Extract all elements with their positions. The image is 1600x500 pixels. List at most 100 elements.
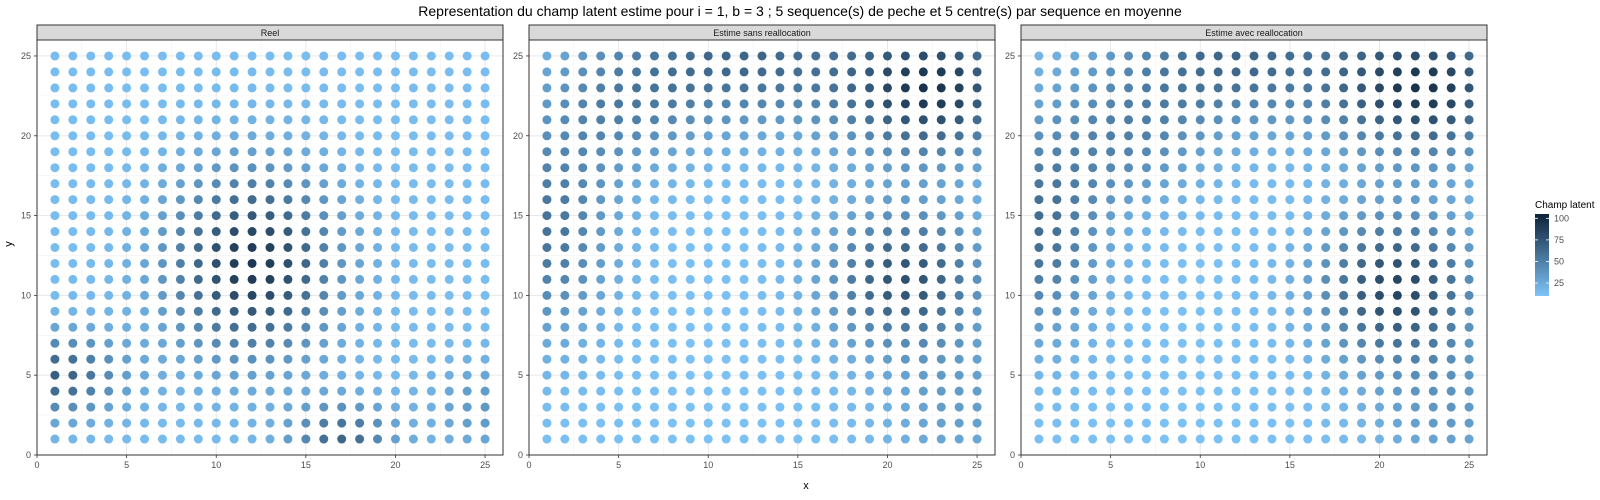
data-point (1410, 322, 1420, 332)
data-point (283, 211, 293, 221)
data-point (596, 402, 606, 412)
data-point (1303, 402, 1313, 412)
data-point (337, 163, 347, 173)
data-point (649, 338, 659, 348)
data-point (739, 131, 749, 141)
data-point (229, 179, 239, 189)
data-point (1428, 51, 1438, 61)
data-point (900, 322, 910, 332)
data-point (122, 115, 132, 125)
data-point (444, 386, 454, 396)
data-point (1249, 51, 1259, 61)
data-point (1303, 163, 1313, 173)
data-point (632, 243, 642, 252)
data-point (632, 83, 642, 93)
data-point (1034, 354, 1044, 364)
data-point (632, 258, 642, 268)
data-point (936, 131, 946, 141)
data-point (319, 99, 329, 109)
data-point (1052, 67, 1062, 77)
x-tick-label: 5 (1108, 460, 1113, 470)
data-point (319, 338, 329, 348)
data-point (480, 258, 490, 268)
data-point (667, 163, 677, 173)
data-point (1357, 147, 1367, 157)
data-point (972, 274, 982, 284)
data-point (122, 274, 132, 284)
data-point (157, 354, 167, 364)
data-point (667, 99, 677, 109)
data-point (847, 418, 857, 428)
data-point (319, 402, 329, 412)
data-point (229, 227, 239, 237)
data-point (68, 243, 78, 252)
data-point (865, 211, 875, 221)
data-point (175, 51, 185, 61)
data-point (1267, 115, 1277, 125)
data-point (86, 99, 96, 109)
data-point (954, 115, 964, 125)
data-point (1392, 163, 1402, 173)
data-point (229, 386, 239, 396)
data-point (1267, 258, 1277, 268)
data-point (829, 51, 839, 61)
data-point (1177, 434, 1187, 444)
data-point (847, 179, 857, 189)
data-point (229, 131, 239, 141)
data-point (596, 370, 606, 380)
data-point (1339, 402, 1349, 412)
data-point (86, 51, 96, 61)
data-point (104, 211, 114, 221)
data-point (1124, 83, 1134, 93)
data-point (337, 258, 347, 268)
data-point (337, 83, 347, 93)
data-point (918, 179, 928, 189)
data-point (918, 83, 928, 93)
data-point (936, 306, 946, 316)
data-point (1195, 370, 1205, 380)
data-point (649, 83, 659, 93)
data-point (426, 418, 436, 428)
data-point (739, 147, 749, 157)
data-point (1070, 386, 1080, 396)
data-point (685, 290, 695, 300)
data-point (614, 83, 624, 93)
data-point (1303, 227, 1313, 237)
data-point (882, 131, 892, 141)
y-tick-label: 25 (1005, 51, 1015, 61)
data-point (122, 195, 132, 205)
data-point (86, 434, 96, 444)
data-point (301, 306, 311, 316)
data-point (1141, 51, 1151, 61)
data-point (301, 274, 311, 284)
data-point (1231, 179, 1241, 189)
data-point (900, 354, 910, 364)
data-point (865, 434, 875, 444)
y-tick-label: 20 (21, 131, 31, 141)
data-point (811, 258, 821, 268)
data-point (865, 227, 875, 237)
data-point (1177, 386, 1187, 396)
data-point (211, 67, 221, 77)
y-tick-label: 10 (1005, 290, 1015, 300)
data-point (1464, 306, 1474, 316)
data-point (560, 99, 570, 109)
data-point (211, 290, 221, 300)
data-point (1141, 322, 1151, 332)
data-point (265, 115, 275, 125)
data-point (1464, 147, 1474, 157)
data-point (211, 227, 221, 237)
data-point (811, 195, 821, 205)
data-point (649, 115, 659, 125)
data-point (283, 163, 293, 173)
data-point (1321, 227, 1331, 237)
data-point (1392, 354, 1402, 364)
data-point (319, 227, 329, 237)
data-point (1249, 354, 1259, 364)
data-point (1231, 306, 1241, 316)
data-point (462, 131, 472, 141)
data-point (355, 434, 365, 444)
data-point (193, 227, 203, 237)
data-point (301, 163, 311, 173)
data-point (301, 83, 311, 93)
